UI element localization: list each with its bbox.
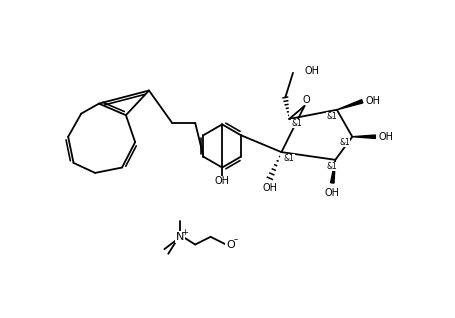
Text: OH: OH	[365, 96, 380, 106]
Text: +: +	[181, 228, 187, 237]
Text: &1: &1	[283, 154, 294, 163]
Polygon shape	[352, 135, 374, 138]
Text: O: O	[226, 239, 234, 250]
Polygon shape	[330, 160, 334, 183]
Text: –: –	[233, 235, 238, 245]
Text: OH: OH	[324, 188, 339, 198]
Text: &1: &1	[339, 138, 349, 147]
Text: OH: OH	[304, 66, 319, 76]
Text: OH: OH	[378, 132, 393, 142]
Text: &1: &1	[325, 162, 336, 171]
Text: N: N	[175, 232, 183, 242]
Text: OH: OH	[262, 183, 277, 193]
Text: OH: OH	[214, 176, 229, 186]
Polygon shape	[336, 100, 362, 110]
Text: &1: &1	[325, 112, 336, 121]
Text: &1: &1	[291, 119, 302, 128]
Text: O: O	[302, 95, 309, 105]
